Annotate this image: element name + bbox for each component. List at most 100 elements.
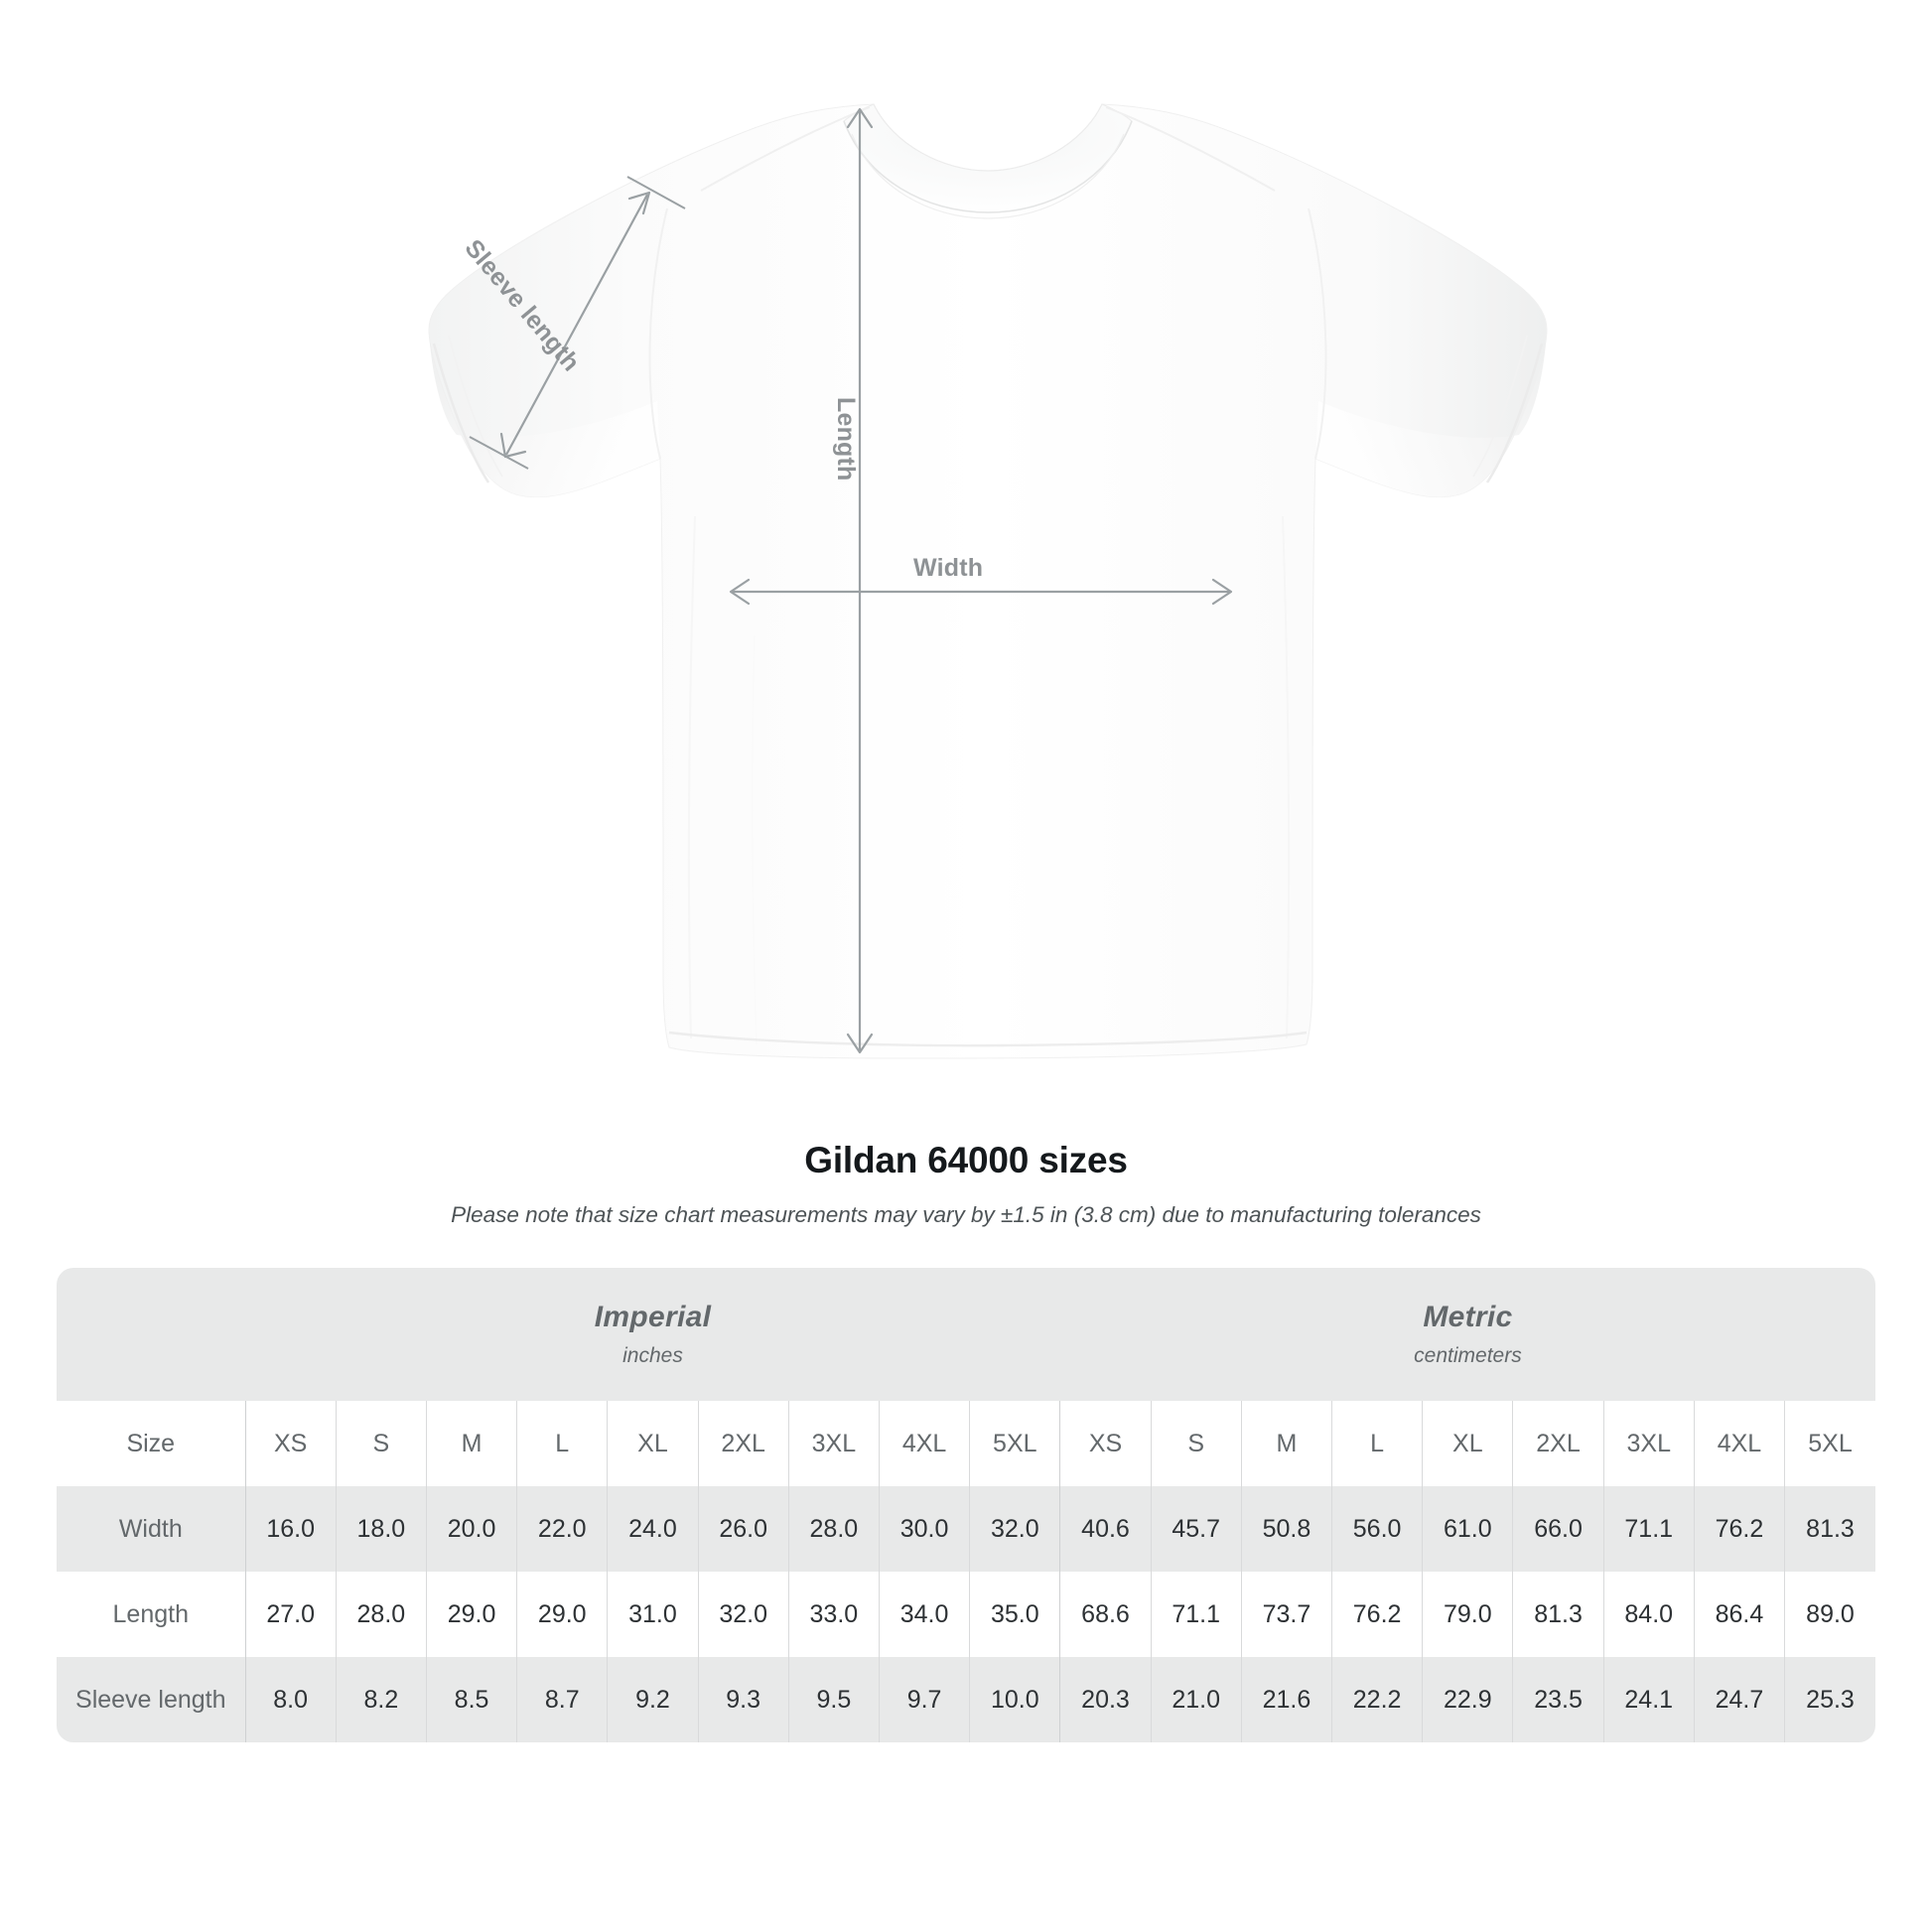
- unit-header-row: Imperial inches Metric centimeters: [57, 1268, 1875, 1401]
- measure-cell: 29.0: [425, 1572, 517, 1657]
- size-cell: XS: [1059, 1401, 1152, 1486]
- row-header-length: Length: [57, 1572, 246, 1657]
- measure-cell: 79.0: [1422, 1572, 1513, 1657]
- measure-cell: 28.0: [335, 1572, 427, 1657]
- measure-cell: 31.0: [607, 1572, 699, 1657]
- measure-cell: 16.0: [244, 1486, 337, 1572]
- measure-cell: 9.5: [787, 1657, 880, 1742]
- tshirt-diagram: Width Length Sleeve length: [428, 103, 1548, 1059]
- length-measure-arrow: [846, 107, 874, 1054]
- unit-name-metric: Metric: [1423, 1301, 1513, 1333]
- size-chart-table: Imperial inches Metric centimeters Size …: [57, 1268, 1875, 1742]
- measure-cell: 73.7: [1240, 1572, 1332, 1657]
- measure-cell: 20.0: [425, 1486, 517, 1572]
- size-cell: S: [335, 1401, 427, 1486]
- measure-cell: 76.2: [1693, 1486, 1785, 1572]
- measure-cell: 8.2: [335, 1657, 427, 1742]
- unit-header-metric: Metric centimeters: [1059, 1268, 1875, 1401]
- size-cell: S: [1150, 1401, 1242, 1486]
- size-cell: L: [516, 1401, 608, 1486]
- size-cell: 4XL: [1693, 1401, 1785, 1486]
- tshirt-garment-shape: [428, 103, 1548, 1059]
- measure-cell: 24.1: [1602, 1657, 1695, 1742]
- measure-cell: 71.1: [1602, 1486, 1695, 1572]
- measure-cell: 9.3: [697, 1657, 789, 1742]
- size-cell: M: [1240, 1401, 1332, 1486]
- table-row-length: Length 27.0 28.0 29.0 29.0 31.0 32.0 33.…: [57, 1572, 1875, 1657]
- measure-cell: 21.6: [1240, 1657, 1332, 1742]
- row-header-sleeve-length: Sleeve length: [57, 1657, 246, 1742]
- measure-cell: 20.3: [1059, 1657, 1152, 1742]
- measure-cell: 32.0: [969, 1486, 1060, 1572]
- unit-sub-imperial: inches: [622, 1344, 683, 1367]
- measure-cell: 25.3: [1784, 1657, 1875, 1742]
- measure-cell: 28.0: [787, 1486, 880, 1572]
- measure-cell: 89.0: [1784, 1572, 1875, 1657]
- measure-cell: 68.6: [1059, 1572, 1152, 1657]
- size-cell: L: [1331, 1401, 1423, 1486]
- measure-cell: 86.4: [1693, 1572, 1785, 1657]
- measure-cell: 9.7: [878, 1657, 970, 1742]
- measure-cell: 66.0: [1512, 1486, 1604, 1572]
- size-cell: M: [425, 1401, 517, 1486]
- title-block: Gildan 64000 sizes Please note that size…: [0, 1140, 1932, 1228]
- row-header-size: Size: [57, 1401, 246, 1486]
- measure-cell: 23.5: [1512, 1657, 1604, 1742]
- size-cell: 5XL: [1784, 1401, 1875, 1486]
- length-label: Length: [832, 397, 860, 482]
- tolerance-note: Please note that size chart measurements…: [451, 1202, 1481, 1227]
- size-chart-table-container: Imperial inches Metric centimeters Size …: [57, 1268, 1875, 1742]
- size-cell: 3XL: [787, 1401, 880, 1486]
- measure-cell: 22.9: [1422, 1657, 1513, 1742]
- size-cell: 5XL: [969, 1401, 1060, 1486]
- measure-cell: 81.3: [1784, 1486, 1875, 1572]
- table-row-sleeve-length: Sleeve length 8.0 8.2 8.5 8.7 9.2 9.3 9.…: [57, 1657, 1875, 1742]
- size-cell: XS: [244, 1401, 337, 1486]
- measure-cell: 26.0: [697, 1486, 789, 1572]
- row-header-width: Width: [57, 1486, 246, 1572]
- table-row-size: Size XS S M L XL 2XL 3XL 4XL 5XL XS S M …: [57, 1401, 1875, 1486]
- width-label: Width: [913, 554, 984, 582]
- measure-cell: 45.7: [1150, 1486, 1242, 1572]
- size-cell: 3XL: [1602, 1401, 1695, 1486]
- measure-cell: 40.6: [1059, 1486, 1152, 1572]
- measure-cell: 10.0: [969, 1657, 1060, 1742]
- measure-cell: 22.2: [1331, 1657, 1423, 1742]
- page-title: Gildan 64000 sizes: [804, 1140, 1128, 1180]
- measurement-annotations: [469, 107, 1233, 1054]
- sleeve-length-measure-arrow: [469, 176, 686, 470]
- unit-sub-metric: centimeters: [1414, 1344, 1522, 1367]
- unit-name-imperial: Imperial: [594, 1301, 712, 1333]
- tshirt-illustration: [428, 103, 1548, 1059]
- measure-cell: 33.0: [787, 1572, 880, 1657]
- measure-cell: 18.0: [335, 1486, 427, 1572]
- unit-header-imperial: Imperial inches: [245, 1268, 1060, 1401]
- measure-cell: 50.8: [1240, 1486, 1332, 1572]
- size-cell: XL: [607, 1401, 699, 1486]
- measure-cell: 8.7: [516, 1657, 608, 1742]
- measure-cell: 27.0: [244, 1572, 337, 1657]
- size-cell: XL: [1422, 1401, 1513, 1486]
- measure-cell: 81.3: [1512, 1572, 1604, 1657]
- unit-header-spacer: [57, 1268, 246, 1401]
- measure-cell: 22.0: [516, 1486, 608, 1572]
- measure-cell: 30.0: [878, 1486, 970, 1572]
- measure-cell: 21.0: [1150, 1657, 1242, 1742]
- size-cell: 2XL: [697, 1401, 789, 1486]
- measure-cell: 71.1: [1150, 1572, 1242, 1657]
- measure-cell: 84.0: [1602, 1572, 1695, 1657]
- measure-cell: 8.0: [244, 1657, 337, 1742]
- size-cell: 4XL: [878, 1401, 970, 1486]
- measure-cell: 34.0: [878, 1572, 970, 1657]
- measure-cell: 56.0: [1331, 1486, 1423, 1572]
- measure-cell: 35.0: [969, 1572, 1060, 1657]
- measure-cell: 24.7: [1693, 1657, 1785, 1742]
- measure-cell: 76.2: [1331, 1572, 1423, 1657]
- table-row-width: Width 16.0 18.0 20.0 22.0 24.0 26.0 28.0…: [57, 1486, 1875, 1572]
- measure-cell: 61.0: [1422, 1486, 1513, 1572]
- measure-cell: 8.5: [425, 1657, 517, 1742]
- measure-cell: 24.0: [607, 1486, 699, 1572]
- measure-cell: 9.2: [607, 1657, 699, 1742]
- measure-cell: 29.0: [516, 1572, 608, 1657]
- size-cell: 2XL: [1512, 1401, 1604, 1486]
